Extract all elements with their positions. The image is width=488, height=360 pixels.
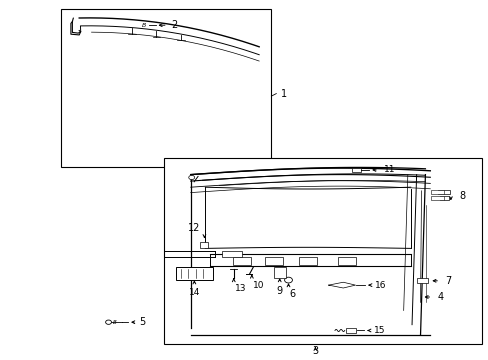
Bar (337, 257, 356, 265)
Text: 11: 11 (383, 166, 395, 175)
Bar (61, 9, 271, 167)
Text: 13: 13 (235, 284, 246, 293)
Text: 8: 8 (459, 191, 465, 201)
Circle shape (188, 175, 194, 180)
Bar (264, 257, 283, 265)
Text: 14: 14 (188, 288, 200, 297)
Bar (416, 278, 427, 283)
Bar (430, 196, 443, 200)
Bar (273, 267, 285, 278)
Circle shape (105, 320, 111, 324)
Text: 12: 12 (188, 223, 201, 233)
Bar (232, 257, 251, 265)
Text: B: B (113, 320, 117, 325)
Bar (351, 168, 360, 172)
Text: 1: 1 (281, 89, 287, 99)
Bar (437, 190, 449, 194)
Text: 16: 16 (374, 281, 386, 289)
Bar (176, 267, 212, 280)
Text: 3: 3 (312, 346, 318, 356)
Bar (346, 328, 355, 333)
Text: 5: 5 (139, 317, 145, 327)
Text: B: B (142, 23, 146, 28)
Bar (163, 158, 481, 344)
Polygon shape (328, 282, 355, 288)
Circle shape (284, 277, 292, 283)
Bar (298, 257, 317, 265)
Text: 7: 7 (444, 276, 450, 286)
Bar (439, 196, 448, 200)
Text: 10: 10 (253, 281, 264, 290)
Text: 9: 9 (276, 286, 282, 296)
Text: 15: 15 (373, 326, 385, 335)
Text: 2: 2 (171, 20, 177, 30)
Bar (222, 251, 242, 257)
Bar (200, 242, 207, 248)
Bar (430, 190, 443, 194)
Text: 4: 4 (437, 292, 443, 302)
Text: 6: 6 (289, 289, 295, 299)
